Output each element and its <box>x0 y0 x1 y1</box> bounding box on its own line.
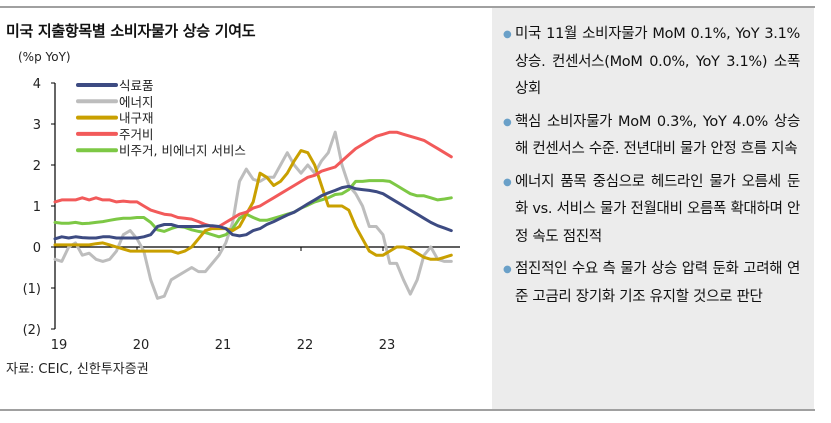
y-tick-label: 3 <box>33 118 41 133</box>
chart-title: 미국 지출항목별 소비자물가 상승 기여도 <box>6 22 256 40</box>
y-tick-label: 1 <box>33 200 41 215</box>
bullet-dot-icon: ● <box>503 116 512 128</box>
y-tick-label: (2) <box>23 323 41 338</box>
legend-label: 비주거, 비에너지 서비스 <box>119 143 246 158</box>
bullet-dot-icon: ● <box>503 264 512 275</box>
x-tick-label: 19 <box>51 338 68 353</box>
x-tick-label: 23 <box>379 338 396 353</box>
x-tick-label: 20 <box>133 338 150 353</box>
y-tick-label: (1) <box>23 282 41 297</box>
bullet-text: 에너지 품목 중심으로 헤드라인 물가 오름세 둔화 vs. 서비스 물가 전월… <box>515 173 800 245</box>
legend-label: 식료품 <box>119 78 154 93</box>
source-note: 자료: CEIC, 신한투자증권 <box>6 362 149 377</box>
bullet-text: 핵심 소비자물가 MoM 0.3%, YoY 4.0% 상승해 컨센서스 수준.… <box>515 113 800 158</box>
legend-label: 내구재 <box>119 111 154 126</box>
y-axis-unit: (%p YoY) <box>18 50 71 64</box>
y-tick-label: 4 <box>33 77 41 92</box>
y-tick-label: 0 <box>33 241 41 256</box>
legend-label: 주거비 <box>119 127 154 142</box>
bullet-item: ● 미국 11월 소비자물가 MoM 0.1%, YoY 3.1% 상승. 컨센서… <box>492 21 800 104</box>
bullet-item: ● 에너지 품목 중심으로 헤드라인 물가 오름세 둔화 vs. 서비스 물가 전… <box>492 169 800 252</box>
series-line-3 <box>53 130 453 228</box>
x-tick-label: 21 <box>215 338 232 353</box>
bullet-item: ● 점진적인 수요 측 물가 상승 압력 둔화 고려해 연준 고금리 장기화 기조… <box>492 256 800 311</box>
y-tick-label: 2 <box>33 159 41 174</box>
bottom-divider <box>0 409 815 411</box>
bullet-text: 점진적인 수요 측 물가 상승 압력 둔화 고려해 연준 고금리 장기화 기조 … <box>515 261 800 305</box>
top-divider <box>0 6 815 8</box>
series-line-1 <box>53 130 453 300</box>
x-tick-label: 22 <box>297 338 314 353</box>
series-line-2 <box>53 149 453 261</box>
series-line-4 <box>53 179 453 239</box>
bullet-dot-icon: ● <box>503 176 512 188</box>
bullet-item: ● 핵심 소비자물가 MoM 0.3%, YoY 4.0% 상승해 컨센서스 수준… <box>492 109 800 164</box>
bullet-text: 미국 11월 소비자물가 MoM 0.1%, YoY 3.1% 상승. 컨센서스… <box>515 26 800 97</box>
bullet-dot-icon: ● <box>503 29 512 40</box>
legend-label: 에너지 <box>119 94 154 109</box>
series-line-0 <box>53 184 453 241</box>
summary-panel: ● 미국 11월 소비자물가 MoM 0.1%, YoY 3.1% 상승. 컨센서… <box>492 8 814 409</box>
